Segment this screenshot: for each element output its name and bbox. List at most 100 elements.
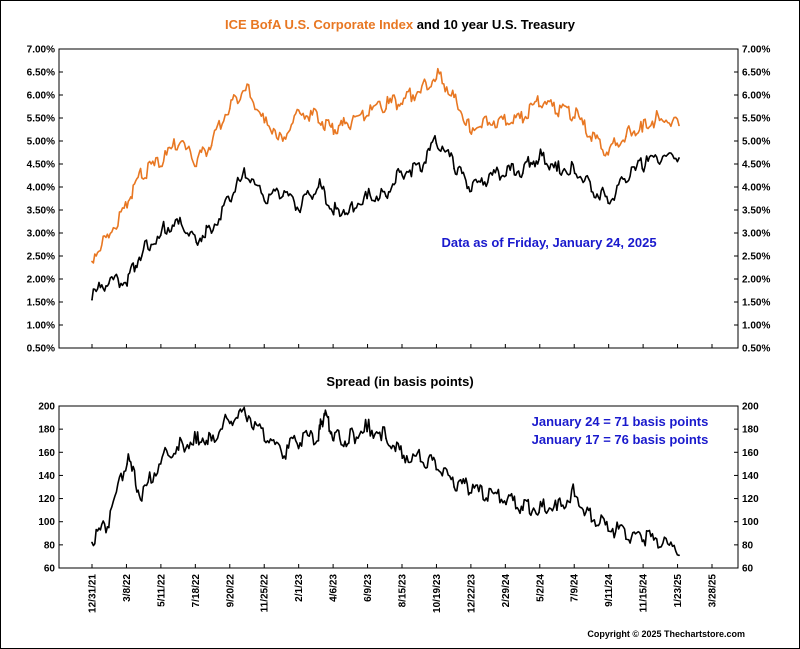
x-tick-label: 6/9/23 [363, 574, 374, 602]
top-title-part-corporate: ICE BofA U.S. Corporate Index [225, 17, 414, 32]
spread-point [641, 540, 644, 543]
top-plot-area [58, 48, 739, 349]
top-series-group [91, 67, 680, 301]
corporate-point [521, 121, 524, 124]
spread-point [107, 526, 110, 529]
corporate-point [177, 144, 180, 147]
bottom-right-tick-label: 180 [742, 425, 759, 436]
treasury-point [332, 213, 335, 216]
x-tick-label: 1/23/25 [673, 574, 684, 608]
top-right-tick-label: 5.50% [742, 114, 770, 125]
corporate-point [486, 124, 489, 126]
top-left-tick-label: 0.50% [27, 344, 55, 355]
x-tick-label: 11/15/24 [639, 574, 650, 613]
bottom-right-tick-label: 100 [742, 517, 759, 528]
x-tick-label: 5/2/24 [535, 574, 546, 602]
x-tick-label: 2/29/24 [501, 574, 512, 608]
top-title-part-treasury: and 10 year U.S. Treasury [413, 17, 576, 32]
x-tick-label: 5/11/22 [156, 574, 167, 607]
spread-point [505, 503, 507, 506]
treasury-point [281, 195, 284, 198]
bottom-left-tick-label: 160 [38, 448, 55, 459]
corporate-point [401, 103, 404, 106]
x-tick-label: 3/28/25 [708, 574, 719, 608]
spread-point [401, 457, 404, 459]
spread-point [453, 486, 455, 488]
top-right-tick-label: 1.00% [742, 321, 770, 332]
top-left-tick-label: 2.50% [27, 252, 55, 263]
spread-point [159, 463, 162, 465]
bottom-left-tick-label: 140 [38, 471, 55, 482]
treasury-point [347, 211, 350, 214]
spread-point [538, 511, 540, 514]
treasury-point [107, 282, 110, 285]
corporate-point [573, 117, 576, 119]
x-tick-label: 4/6/23 [329, 574, 340, 602]
corporate-point [210, 144, 213, 147]
corporate-point [435, 78, 438, 80]
bottom-series-group [91, 406, 680, 557]
spread-point [625, 538, 627, 540]
corporate-point [91, 260, 93, 263]
top-right-tick-label: 3.00% [742, 229, 770, 240]
spread-annotation-prior: January 17 = 76 basis points [532, 432, 709, 447]
treasury-point [228, 199, 231, 202]
bottom-left-tick-label: 60 [44, 564, 56, 575]
spread-point [244, 414, 247, 417]
x-tick-label: 10/19/23 [432, 574, 443, 613]
top-left-tick-label: 5.50% [27, 114, 55, 125]
top-left-tick-label: 2.00% [27, 275, 55, 286]
spread-point [486, 500, 489, 502]
x-tick-label: 8/15/23 [398, 574, 409, 608]
bottom-left-tick-label: 100 [38, 517, 55, 528]
spread-line [91, 406, 680, 557]
corporate-point [195, 165, 198, 168]
top-right-tick-label: 2.00% [742, 275, 770, 286]
corporate-point [263, 121, 266, 124]
treasury-point [573, 172, 576, 175]
x-tick-label: 7/18/22 [191, 574, 202, 608]
top-right-tick-label: 2.50% [742, 252, 770, 263]
x-tick-label: 12/31/21 [88, 574, 99, 613]
bottom-axes: 60 60 80 80 100 100 120 120 140 140 160 160 180 180 20… [38, 402, 759, 575]
treasury-point [91, 298, 93, 301]
corporate-point [658, 119, 661, 122]
top-left-tick-label: 4.50% [27, 160, 55, 171]
corporate-point [244, 89, 247, 92]
corporate-point [590, 140, 593, 142]
treasury-point [401, 174, 404, 177]
treasury-point [607, 202, 610, 205]
bottom-left-tick-label: 80 [44, 540, 56, 551]
spread-point [177, 449, 180, 451]
bottom-left-tick-label: 200 [38, 402, 55, 413]
treasury-point [556, 170, 558, 172]
bottom-right-tick-label: 80 [742, 540, 754, 551]
top-right-tick-label: 0.50% [742, 344, 770, 355]
top-left-tick-label: 1.50% [27, 298, 55, 309]
top-left-tick-label: 3.00% [27, 229, 55, 240]
corporate-point [607, 153, 610, 156]
treasury-point [263, 199, 266, 202]
x-tick-label: 7/9/24 [570, 574, 581, 602]
bottom-right-tick-label: 160 [742, 448, 759, 459]
top-left-tick-label: 3.50% [27, 206, 55, 217]
treasury-point [538, 158, 540, 161]
corporate-point [159, 165, 162, 168]
spread-point [435, 468, 438, 471]
bottom-left-tick-label: 120 [38, 494, 55, 505]
treasury-point [177, 222, 180, 225]
x-tick-label: 3/8/22 [122, 574, 133, 602]
treasury-point [678, 157, 680, 159]
treasury-point [453, 167, 455, 170]
x-axis-labels: 12/31/21 3/8/22 5/11/22 7/18/22 9/20/22 11/25… [88, 574, 719, 613]
treasury-point [210, 232, 213, 234]
top-left-tick-label: 7.00% [27, 45, 55, 56]
spread-point [323, 414, 326, 417]
corporate-point [385, 107, 387, 110]
spread-point [91, 541, 93, 544]
corporate-point [317, 121, 320, 124]
spread-point [195, 442, 198, 444]
corporate-point [126, 206, 128, 209]
copyright-text: Copyright © 2025 Thechartstore.com [587, 629, 745, 639]
spread-point [521, 509, 524, 511]
